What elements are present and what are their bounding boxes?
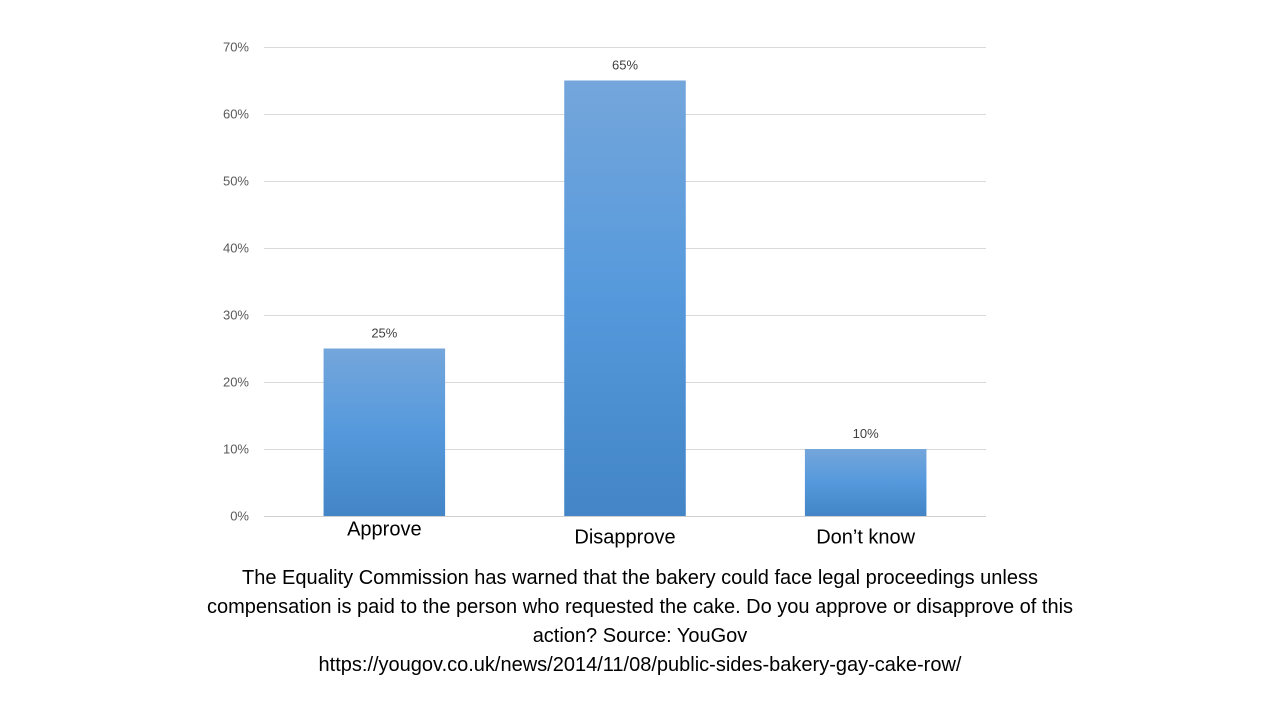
caption-line-2: compensation is paid to the person who r… — [206, 596, 1074, 618]
y-axis-tick-labels: 0% 10% 20% 30% 40% 50% 60% 70% — [223, 40, 249, 524]
data-label: 10% — [853, 426, 879, 441]
y-tick-label: 60% — [223, 107, 249, 122]
data-labels: 25% 65% 10% — [371, 58, 879, 442]
caption-line-3: action? Source: YouGov — [532, 625, 748, 647]
bar-0 — [323, 348, 446, 516]
caption-line-4: https://yougov.co.uk/news/2014/11/08/pub… — [318, 654, 962, 676]
y-tick-label: 0% — [230, 509, 249, 524]
y-tick-label: 40% — [223, 241, 249, 256]
y-tick-label: 30% — [223, 308, 249, 323]
y-tick-label: 20% — [223, 375, 249, 390]
category-label: Don’t know — [816, 526, 915, 548]
bars — [323, 80, 927, 516]
caption-line-1: The Equality Commission has warned that … — [242, 567, 1038, 589]
data-label: 65% — [612, 58, 638, 73]
bar-chart: 0% 10% 20% 30% 40% 50% 60% 70% 25% 65% 10% Approv… — [223, 40, 986, 548]
chart-caption: The Equality Commission has warned that … — [140, 564, 1140, 680]
y-tick-label: 70% — [223, 40, 249, 55]
y-tick-label: 50% — [223, 174, 249, 189]
y-tick-label: 10% — [223, 442, 249, 457]
bar-1 — [564, 80, 686, 516]
category-label: Disapprove — [574, 526, 675, 548]
category-labels: Approve Disapprove Don’t know — [347, 518, 916, 548]
category-label: Approve — [347, 518, 422, 540]
data-label: 25% — [371, 326, 397, 341]
bar-2 — [804, 449, 927, 516]
